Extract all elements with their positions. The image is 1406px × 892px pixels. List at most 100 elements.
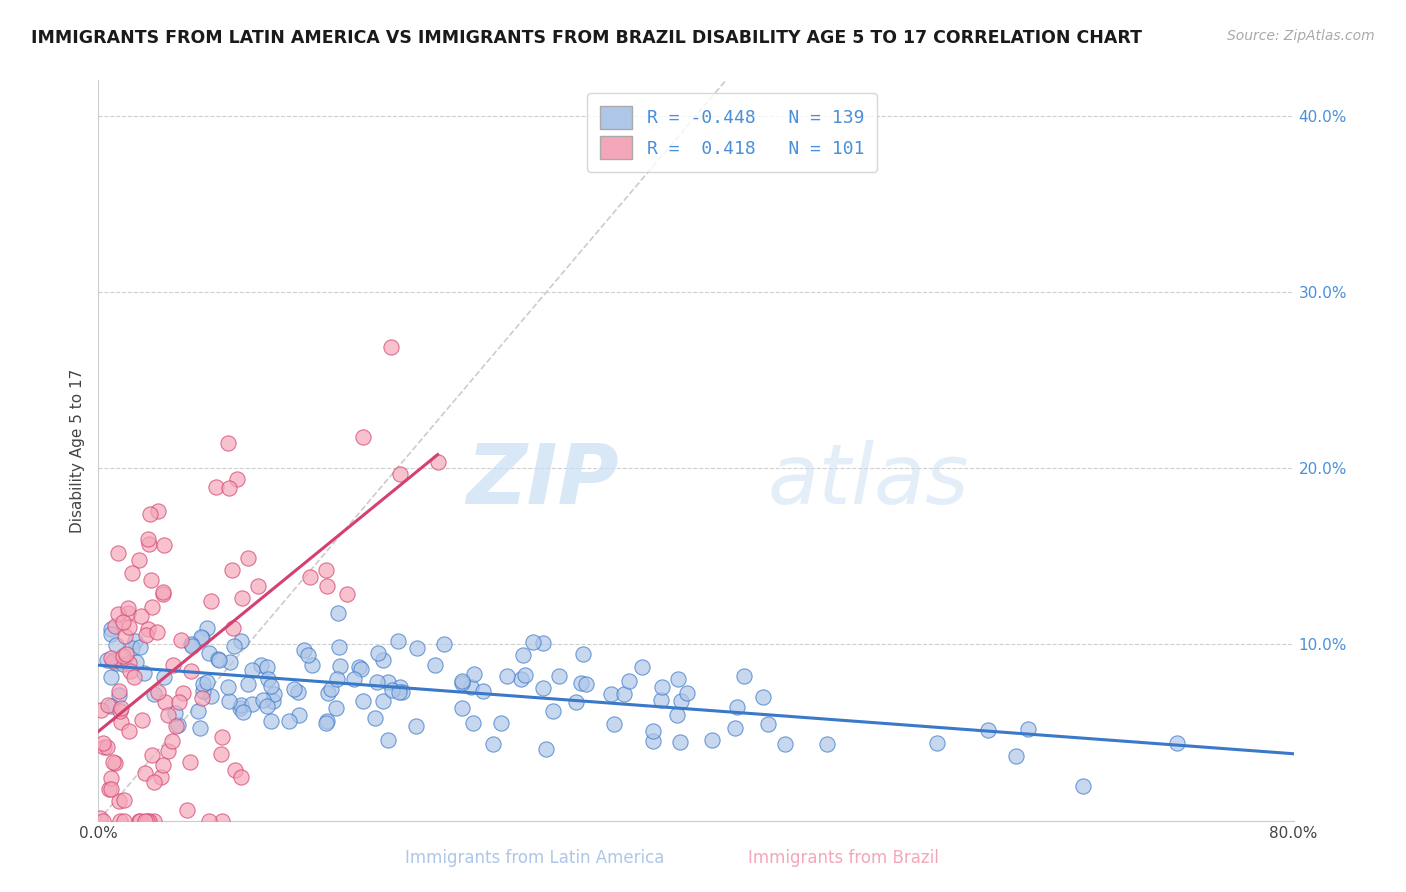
Point [1005,748,1028,763]
Point [225,472,247,486]
Point [100,622,122,636]
Point [287,685,309,699]
Point [153,670,176,684]
Point [129,814,152,828]
Point [700,732,723,747]
Text: IMMIGRANTS FROM LATIN AMERICA VS IMMIGRANTS FROM BRAZIL DISABILITY AGE 5 TO 17 C: IMMIGRANTS FROM LATIN AMERICA VS IMMIGRA… [31,29,1142,46]
Point [380,339,402,353]
Point [141,600,163,615]
Point [669,735,692,749]
Point [481,737,503,751]
Point [195,621,218,635]
Point [297,648,319,662]
Point [124,634,146,648]
Point [142,687,165,701]
Point [773,737,796,751]
Point [195,675,218,690]
Point [387,633,409,648]
Point [217,435,239,450]
Point [231,591,253,605]
Point [208,653,231,667]
Point [190,630,212,644]
Point [96,739,118,754]
Point [153,538,176,552]
Point [198,646,221,660]
Point [600,687,623,701]
Point [364,711,387,725]
Point [193,676,215,690]
Point [190,690,212,705]
Point [510,673,533,687]
Point [463,666,485,681]
Point [724,721,747,735]
Text: Source: ZipAtlas.com: Source: ZipAtlas.com [1227,29,1375,43]
Point [89,811,111,825]
Point [135,628,157,642]
Point [200,690,222,704]
Point [180,639,202,653]
Point [352,694,374,708]
Point [450,676,472,690]
Point [180,664,202,678]
Point [141,573,163,587]
Point [325,701,347,715]
Point [100,771,122,785]
Point [104,756,127,770]
Point [104,619,127,633]
Point [170,632,193,647]
Point [252,692,274,706]
Point [143,814,166,828]
Point [613,687,636,701]
Point [124,670,146,684]
Point [163,706,186,721]
Point [240,697,263,711]
Point [172,686,194,700]
Point [491,716,513,731]
Point [373,653,395,667]
Point [128,553,150,567]
Point [224,763,246,777]
Point [366,675,388,690]
Point [93,736,115,750]
Point [631,660,654,674]
Point [191,631,214,645]
Point [256,699,278,714]
Point [651,680,673,694]
Point [204,480,226,494]
Point [222,639,245,653]
Point [238,676,260,690]
Point [433,637,456,651]
Point [496,669,519,683]
Point [91,814,114,828]
Point [100,670,122,684]
Point [349,659,371,673]
Point [110,704,132,718]
Text: Immigrants from Brazil: Immigrants from Brazil [748,849,939,867]
Point [380,682,402,697]
Point [93,739,115,754]
Point [373,694,395,708]
Point [218,655,240,669]
Point [352,430,374,444]
Point [124,655,146,669]
Point [572,647,595,661]
Point [193,684,215,698]
Point [157,744,180,758]
Point [1017,723,1039,737]
Point [112,793,135,807]
Point [118,724,141,739]
Point [316,579,339,593]
Point [136,622,159,636]
Point [377,733,399,747]
Point [100,626,122,640]
Point [131,713,153,727]
Point [569,675,592,690]
Point [111,649,134,664]
Point [619,674,641,689]
Point [315,563,337,577]
Text: Immigrants from Latin America: Immigrants from Latin America [405,849,664,867]
Point [115,647,138,661]
Point [110,714,132,729]
Point [134,766,156,780]
Point [669,694,692,708]
